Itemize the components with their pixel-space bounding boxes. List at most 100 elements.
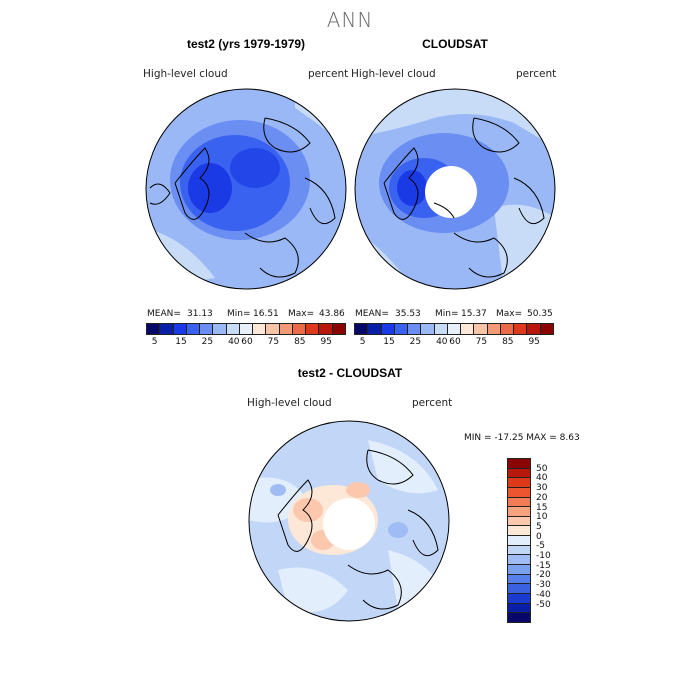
colorbar-tick-label: 95	[320, 337, 332, 347]
colorbar-swatch	[434, 324, 448, 334]
colorbar-tick-label: 85	[294, 337, 306, 347]
panel2-variable: High-level cloud	[351, 68, 436, 80]
colorbar-tick-label: 60	[449, 337, 461, 347]
panel2-min-label: Min=	[435, 309, 459, 319]
colorbar-tick-label: -5	[536, 541, 545, 552]
colorbar-swatch	[508, 507, 530, 517]
colorbar-swatch	[332, 324, 345, 334]
colorbar-swatch	[508, 545, 530, 556]
colorbar-swatch	[508, 565, 530, 575]
colorbar-swatch	[147, 324, 161, 334]
colorbar-tick-label: 40	[228, 337, 240, 347]
colorbar-tick-label: 5	[536, 521, 542, 532]
colorbar-tick-label: 0	[536, 531, 542, 542]
panel3-variable: High-level cloud	[247, 397, 332, 409]
panel2-colorbar	[354, 323, 554, 335]
colorbar-tick-label: 25	[201, 337, 214, 347]
colorbar-swatch	[200, 324, 214, 334]
colorbar-tick-label: 5	[151, 337, 158, 347]
colorbar-swatch	[213, 324, 227, 334]
colorbar-swatch	[279, 324, 293, 334]
colorbar-tick-label: 75	[267, 337, 280, 347]
colorbar-swatch	[292, 324, 307, 334]
colorbar-swatch	[508, 574, 530, 585]
colorbar-swatch	[508, 459, 530, 469]
panel2-units: percent	[516, 68, 557, 80]
colorbar-swatch	[508, 536, 530, 546]
panel1-min: 16.51	[253, 309, 279, 319]
colorbar-swatch	[540, 324, 553, 334]
colorbar-swatch	[421, 324, 435, 334]
colorbar-tick-label: 25	[409, 337, 422, 347]
colorbar-swatch	[514, 324, 528, 334]
panel2-max: 50.35	[527, 309, 553, 319]
panel2-map	[354, 88, 556, 290]
panel1-max: 43.86	[319, 309, 345, 319]
colorbar-swatch	[527, 324, 541, 334]
panel1-mean: 31.13	[187, 309, 213, 319]
colorbar-swatch	[253, 324, 267, 334]
colorbar-tick-label: 85	[502, 337, 514, 347]
panel1-variable: High-level cloud	[143, 68, 228, 80]
colorbar-tick-label: 30	[536, 483, 548, 494]
colorbar-swatch	[173, 324, 187, 334]
colorbar-tick-label: 5	[359, 337, 366, 347]
colorbar-tick-label: 75	[475, 337, 488, 347]
colorbar-swatch	[447, 324, 462, 334]
panel1-max-label: Max=	[288, 309, 315, 319]
colorbar-swatch	[508, 584, 530, 594]
colorbar-swatch	[508, 593, 530, 604]
colorbar-swatch	[306, 324, 320, 334]
colorbar-tick-label: 60	[241, 337, 253, 347]
panel3-units: percent	[412, 397, 453, 409]
colorbar-swatch	[508, 516, 530, 527]
colorbar-tick-label: -20	[536, 570, 551, 581]
colorbar-swatch	[461, 324, 475, 334]
panel1-map	[145, 88, 347, 290]
panel1-mean-label: MEAN=	[147, 309, 181, 319]
panel2-mean-label: MEAN=	[355, 309, 389, 319]
colorbar-tick-label: -40	[536, 589, 551, 600]
panel1-title: test2 (yrs 1979-1979)	[186, 37, 306, 51]
colorbar-swatch	[368, 324, 382, 334]
panel3-stats: MIN = -17.25 MAX = 8.63	[464, 433, 580, 443]
colorbar-swatch	[508, 555, 530, 566]
colorbar-tick-label: 15	[536, 502, 548, 513]
colorbar-tick-label: -50	[536, 599, 551, 610]
colorbar-tick-label: 40	[436, 337, 448, 347]
colorbar-swatch	[508, 603, 530, 614]
colorbar-swatch	[226, 324, 240, 334]
panel3-map	[248, 420, 450, 622]
panel1-colorbar	[146, 323, 346, 335]
colorbar-swatch	[508, 613, 530, 622]
colorbar-tick-label: 95	[528, 337, 540, 347]
panel2-title: CLOUDSAT	[422, 37, 488, 51]
colorbar-swatch	[508, 468, 530, 479]
colorbar-swatch	[487, 324, 501, 334]
colorbar-tick-label: 50	[536, 463, 548, 474]
panel2-min: 15.37	[461, 309, 487, 319]
colorbar-swatch	[186, 324, 201, 334]
colorbar-swatch	[239, 324, 254, 334]
colorbar-swatch	[394, 324, 409, 334]
panel3-colorbar	[507, 458, 531, 623]
colorbar-swatch	[408, 324, 422, 334]
colorbar-swatch	[508, 497, 530, 508]
panel3-title: test2 - CLOUDSAT	[297, 366, 403, 380]
colorbar-swatch	[160, 324, 174, 334]
panel2-max-label: Max=	[496, 309, 523, 319]
colorbar-swatch	[508, 478, 530, 488]
colorbar-tick-label: 15	[175, 337, 187, 347]
colorbar-swatch	[319, 324, 333, 334]
colorbar-tick-label: -10	[536, 551, 551, 562]
panel2-mean: 35.53	[395, 309, 421, 319]
colorbar-swatch	[355, 324, 369, 334]
colorbar-tick-label: 20	[536, 492, 548, 503]
colorbar-swatch	[500, 324, 515, 334]
colorbar-tick-label: -30	[536, 580, 551, 591]
panel1-units: percent	[308, 68, 349, 80]
colorbar-swatch	[474, 324, 488, 334]
colorbar-swatch	[508, 526, 530, 537]
colorbar-tick-label: -15	[536, 560, 551, 571]
colorbar-swatch	[266, 324, 280, 334]
